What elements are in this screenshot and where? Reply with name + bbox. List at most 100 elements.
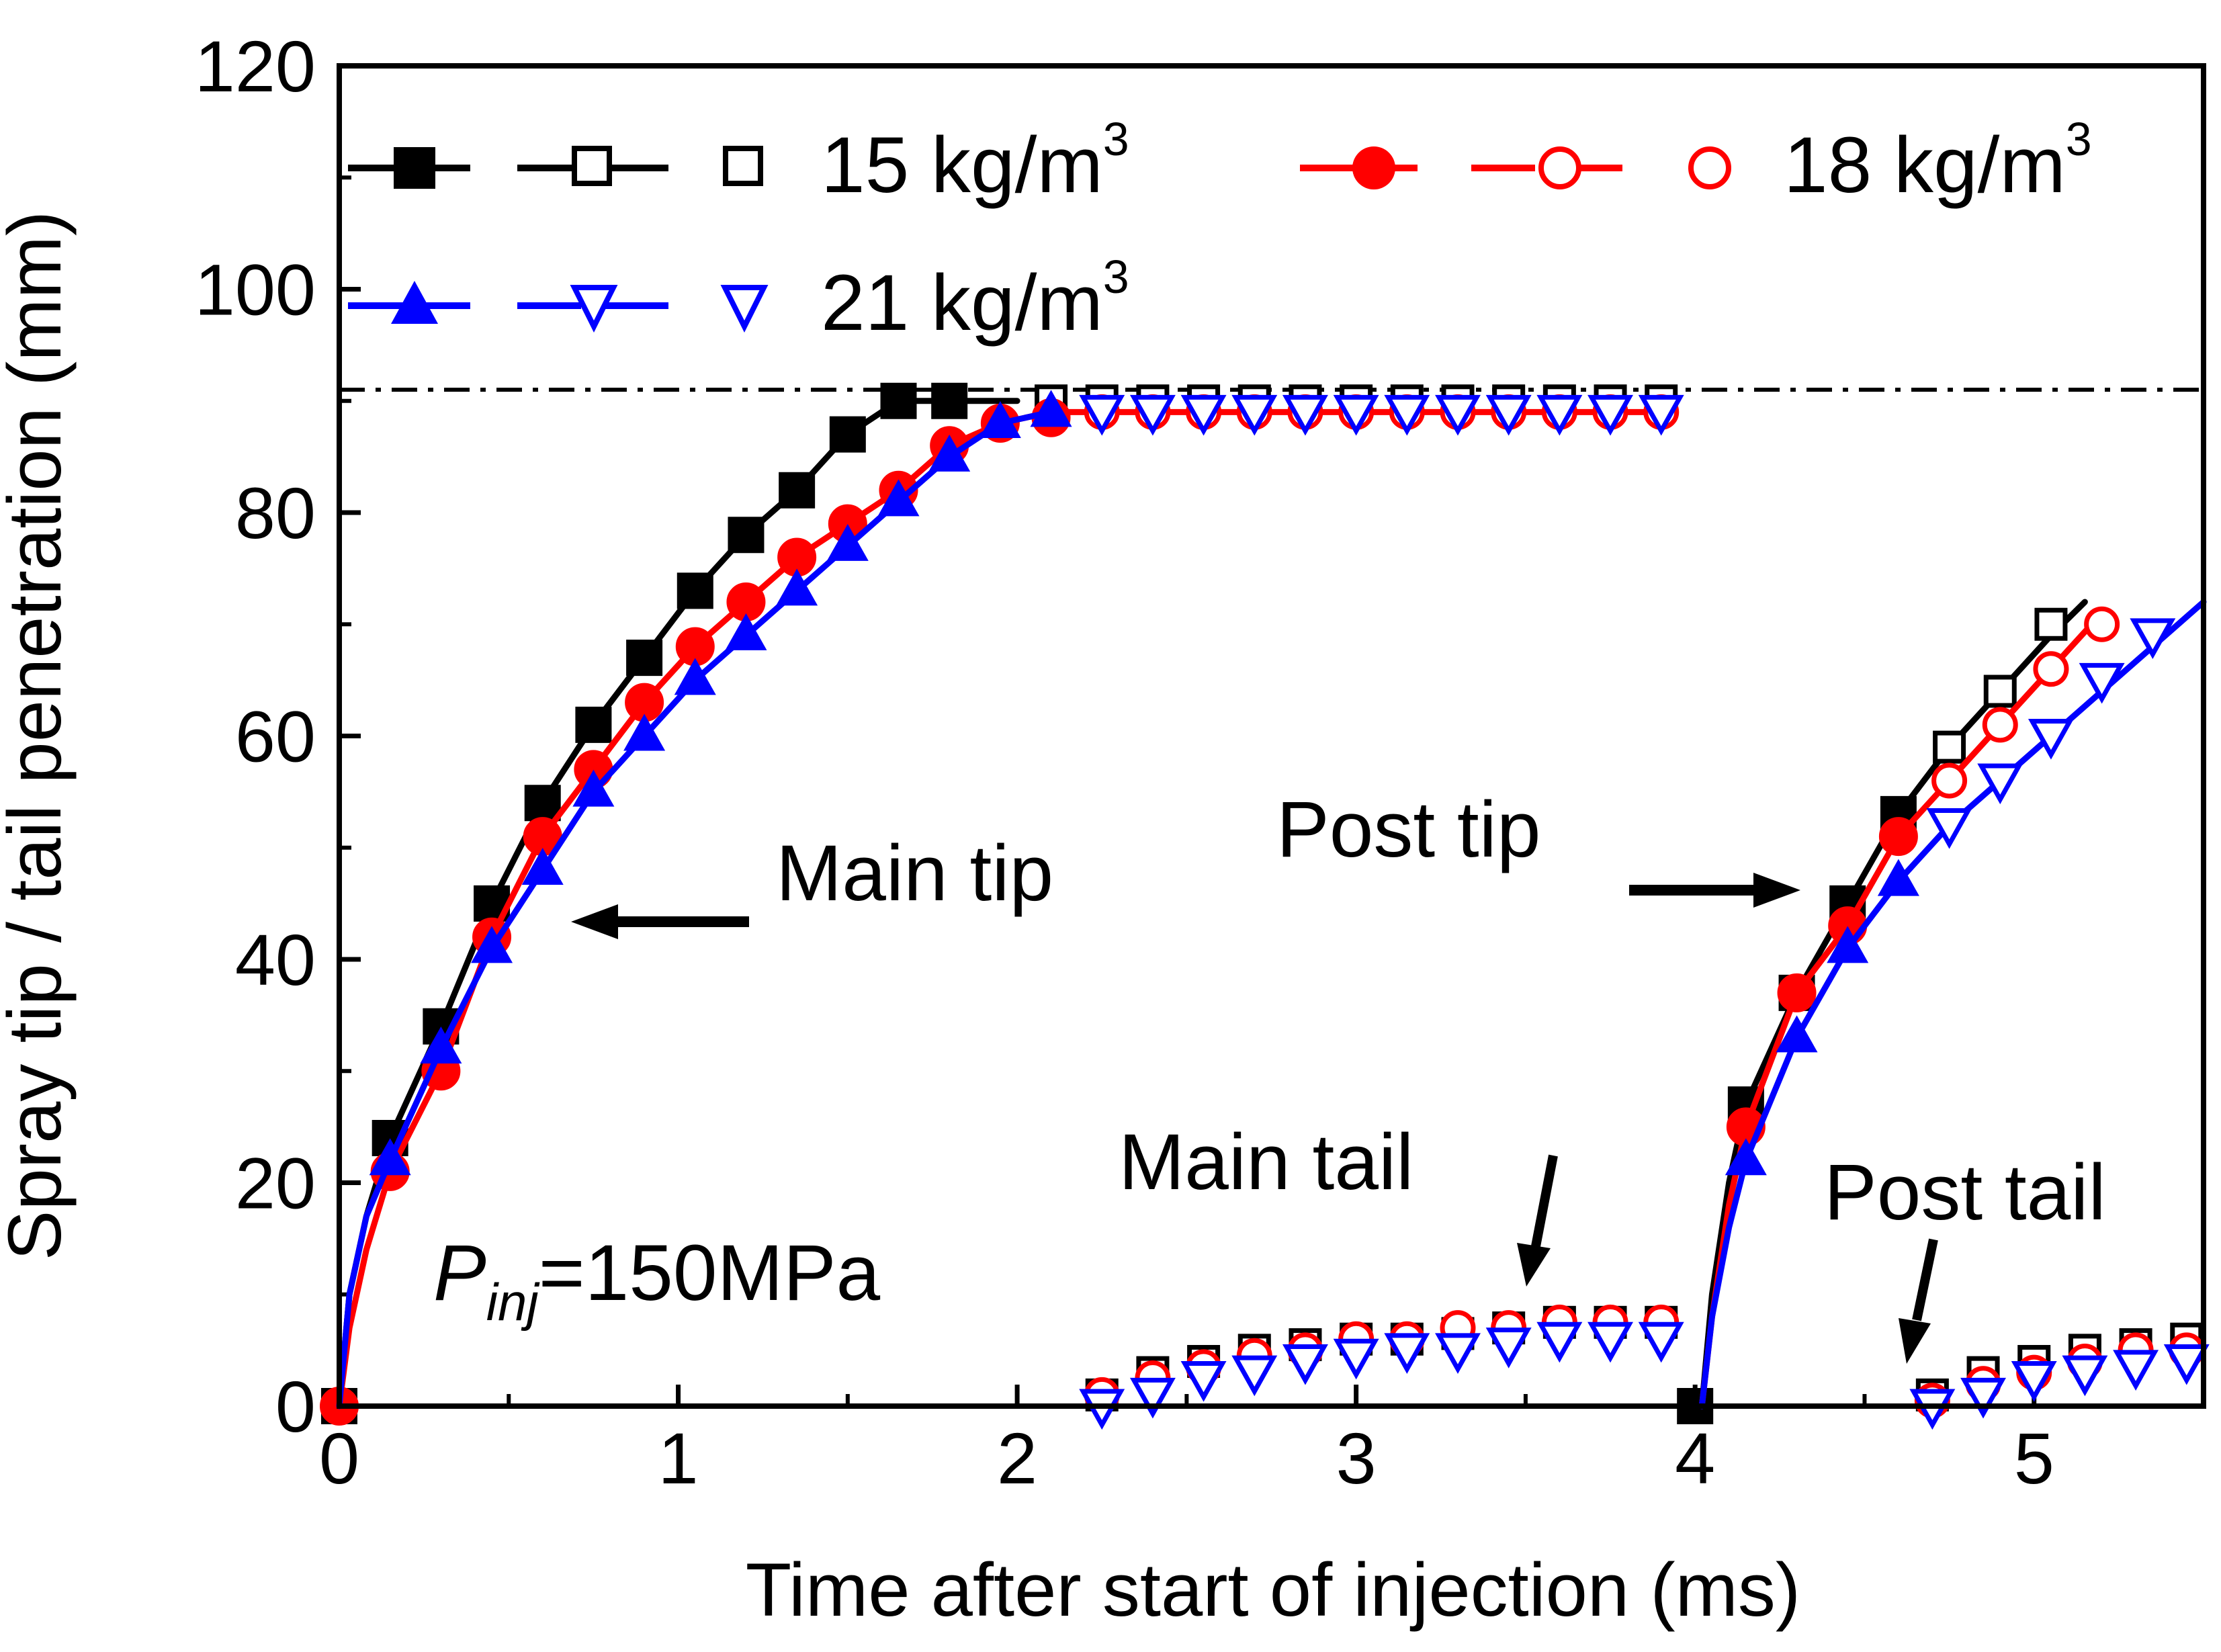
legend-18-label: 18 kg/m3 (1784, 113, 2092, 210)
legend-21-text: 21 kg/m (821, 259, 1103, 347)
post-tip-filled-marker (1877, 859, 1919, 896)
legend-15-filled-marker (394, 147, 435, 189)
tail-open-marker (1587, 1321, 1634, 1363)
post-tip-open-marker (1931, 763, 1968, 799)
legend-entry-18: 18 kg/m3 (1300, 113, 2092, 210)
main-tip-filled-marker (420, 1027, 462, 1063)
main-tip-filled-marker (1030, 390, 1072, 427)
main-tip-open-marker (1536, 394, 1583, 436)
main-tip-annotation: Main tip (571, 829, 1053, 939)
main-tip-filled-marker (880, 382, 917, 419)
post-tip-filled-marker (1725, 1138, 1767, 1176)
main-tail-arrowhead (1517, 1243, 1551, 1287)
main-tip-filled-marker (572, 769, 615, 807)
post-tip-filled-marker (1776, 1015, 1818, 1053)
main-tip-filled-marker (979, 401, 1021, 438)
main-tip-filled-marker (826, 523, 869, 561)
tail-open-marker (2113, 1350, 2159, 1391)
post-tail-label: Post tail (1824, 1148, 2106, 1237)
x-tick-label: 2 (997, 1418, 1037, 1499)
tail-open-marker (1282, 1344, 1328, 1385)
legend-18-sup: 3 (2066, 113, 2092, 165)
legend-21-tail-marker (720, 285, 769, 333)
main-tip-filled-marker (626, 640, 663, 677)
main-tip-open-marker (1079, 394, 1125, 436)
main-tip-filled-marker (369, 1138, 411, 1176)
y-tick-label: 80 (235, 472, 316, 554)
main-tip-open-marker (1180, 394, 1227, 436)
tail-open-marker (1960, 1377, 2007, 1419)
tail-open-marker (1485, 1328, 1532, 1368)
y-tick-label: 40 (235, 919, 316, 1000)
main-tip-open-marker (1129, 394, 1176, 436)
main-tip-open-marker (1231, 394, 1278, 436)
main-tip-filled-marker (674, 658, 716, 695)
pressure-symbol: P (433, 1229, 486, 1317)
legend-18-tail-marker (1688, 146, 1731, 189)
main-tip-filled-marker (471, 926, 513, 963)
main-tip-label: Main tip (776, 829, 1053, 918)
injection-pressure-label: Pinj=150MPa (433, 1229, 881, 1332)
x-tick-label: 5 (2014, 1418, 2054, 1499)
tail-open-marker (1435, 1333, 1481, 1375)
main-tip-filled-marker (877, 479, 920, 517)
main-tip-filled-marker (575, 706, 612, 743)
post-tip-open-marker (2084, 606, 2120, 642)
main-tail-annotation: Main tail (1119, 1118, 1558, 1287)
post-tail-arrow-shaft (1912, 1238, 1938, 1321)
main-tip-filled-marker (524, 785, 561, 822)
x-tick-label: 4 (1675, 1418, 1715, 1499)
post-tip-open-marker (1982, 707, 2018, 743)
post-tip-filled-marker (1777, 973, 1817, 1012)
post-tip-arrowhead (1753, 873, 1800, 908)
main-tip-filled-marker (931, 382, 968, 419)
main-tip-filled-marker (928, 434, 971, 472)
tail-open-marker (1180, 1360, 1227, 1402)
tail-open-marker (2011, 1360, 2057, 1402)
main-tail-label: Main tail (1119, 1118, 1413, 1207)
tail-open-marker (2062, 1355, 2108, 1397)
y-tick-label: 20 (235, 1143, 316, 1224)
main-tip-filled-marker (725, 613, 767, 650)
y-tick-label: 100 (195, 249, 316, 331)
main-tip-open-marker (1333, 394, 1379, 436)
main-tip-arrowhead (571, 904, 618, 939)
y-tick-label: 60 (235, 696, 316, 777)
post-tip-open-marker (1926, 808, 1972, 849)
legend-entry-15: 15 kg/m3 (348, 113, 1129, 210)
y-tick-label: 0 (275, 1366, 316, 1447)
tail-open-marker (1638, 1321, 1684, 1363)
legend-21-label: 21 kg/m3 (821, 251, 1129, 347)
main-tip-open-marker (1435, 394, 1481, 436)
legend-15-open-marker (572, 146, 612, 186)
main-tip-open-marker (1282, 394, 1328, 436)
x-tick-label: 3 (1336, 1418, 1377, 1499)
main-tip-filled-marker (677, 572, 713, 609)
post-tip-annotation: Post tip (1276, 785, 1800, 908)
series-21kgm3 (336, 390, 2210, 1430)
main-tip-filled-marker (521, 848, 564, 885)
legend-15-label: 15 kg/m3 (821, 113, 1129, 210)
post-tip-open-marker (2033, 651, 2069, 687)
main-tail-arrow-shaft (1531, 1154, 1558, 1248)
main-tip-open-marker (1587, 394, 1634, 436)
x-axis-title: Time after start of injection (ms) (746, 1548, 1800, 1632)
post-tip-open-marker (1977, 763, 2023, 805)
tail-open-marker (1129, 1377, 1176, 1419)
legend-21-filled-marker (391, 281, 438, 324)
post-tip-filled-marker (1878, 817, 1918, 857)
post-tip-open-marker (1933, 730, 1966, 764)
y-axis-title: Spray tip / tail penetration (mm) (0, 211, 77, 1260)
post-tip-open-marker (2079, 662, 2125, 704)
plot-frame (337, 63, 2206, 1409)
x-tick-label: 1 (658, 1418, 699, 1499)
pressure-value: =150MPa (539, 1229, 881, 1317)
tail-open-marker (1384, 1333, 1430, 1375)
post-tip-label: Post tip (1276, 785, 1541, 874)
y-tick-label: 120 (195, 26, 316, 107)
post-tip-open-marker (2028, 719, 2074, 760)
post-tip-filled-marker (1827, 926, 1869, 963)
post-tip-open-marker (1983, 675, 2017, 708)
